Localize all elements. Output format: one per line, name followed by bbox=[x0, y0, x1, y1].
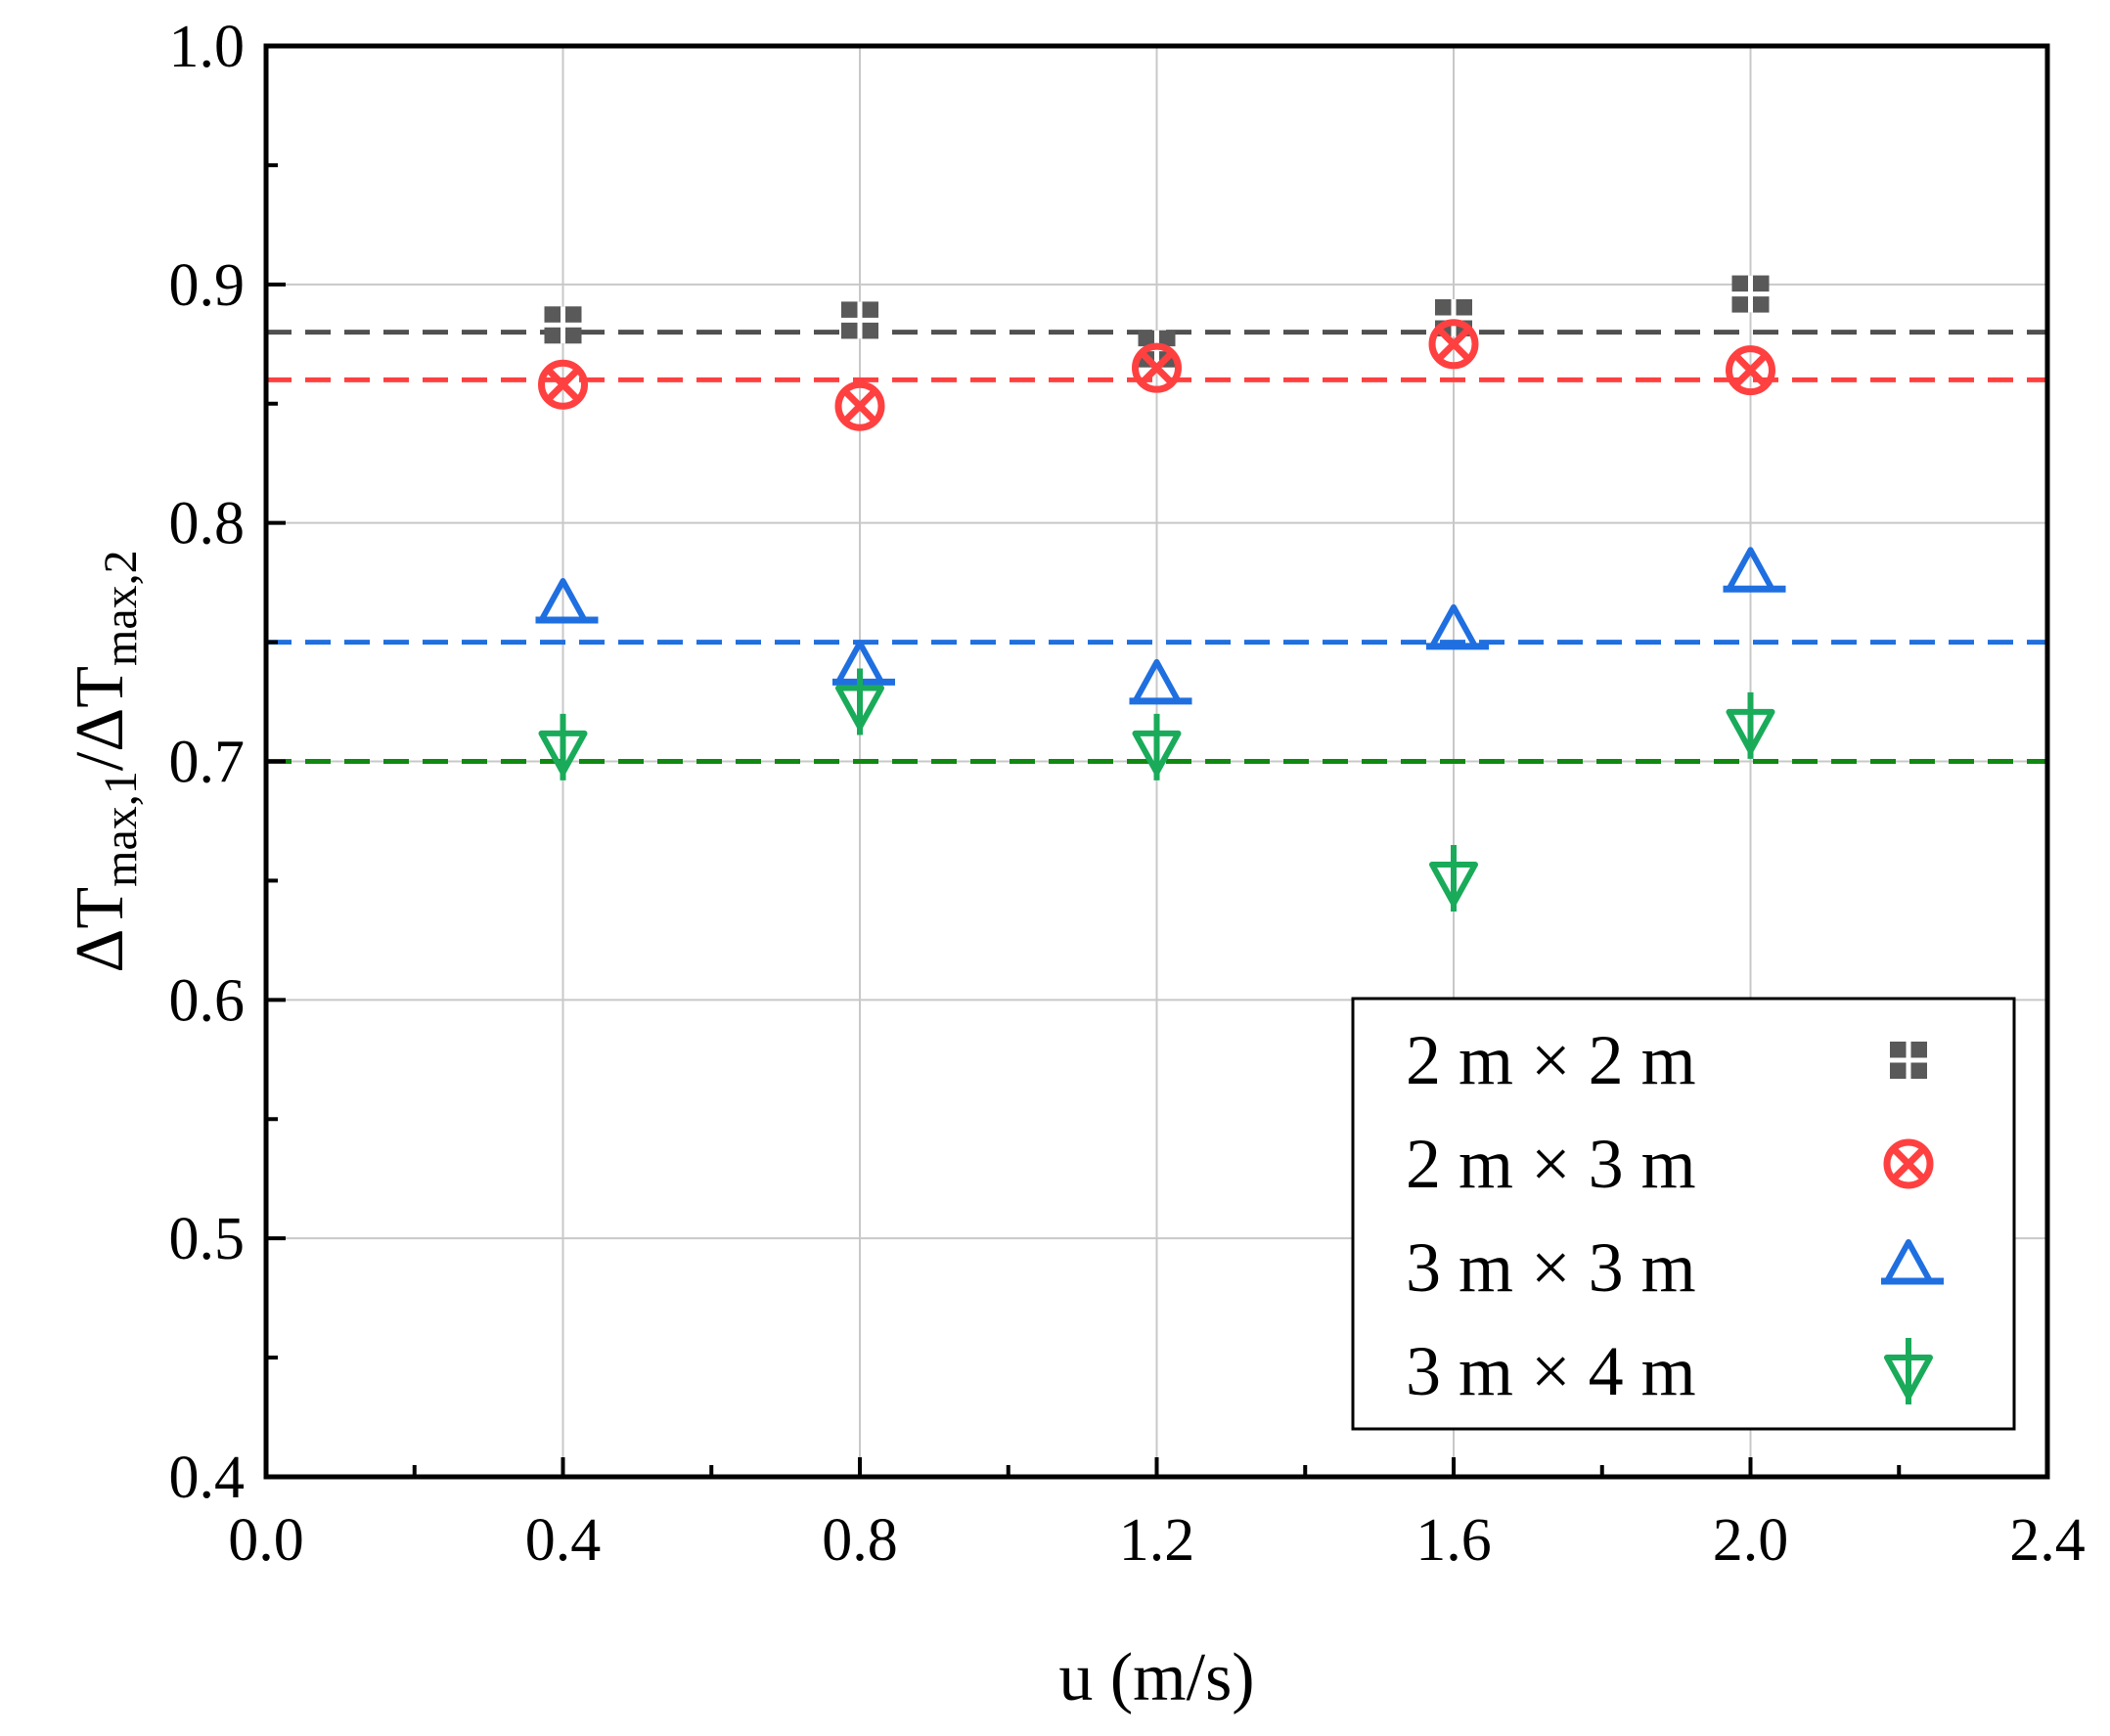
data-point bbox=[1132, 342, 1182, 393]
data-point bbox=[1429, 844, 1478, 912]
x-tick-label: 1.2 bbox=[1119, 1507, 1195, 1574]
data-point bbox=[1428, 319, 1479, 370]
y-tick-label: 0.8 bbox=[169, 491, 246, 557]
y-title-sub-1: max,1 bbox=[95, 771, 147, 887]
series-3 bbox=[535, 547, 1786, 705]
data-point bbox=[1726, 691, 1775, 759]
y-tick-label: 0.7 bbox=[169, 730, 246, 796]
data-point bbox=[1426, 603, 1489, 650]
marker-cross bbox=[545, 366, 581, 403]
x-tick-label: 0.8 bbox=[822, 1507, 898, 1574]
legend-marker bbox=[1881, 1239, 1944, 1285]
data-point bbox=[535, 578, 599, 624]
legend-item: 3 m × 3 m bbox=[1406, 1228, 1944, 1307]
x-tick-label: 2.4 bbox=[2009, 1507, 2086, 1574]
legend-marker bbox=[1884, 1338, 1933, 1404]
marker-body bbox=[1726, 345, 1775, 396]
data-point bbox=[538, 359, 588, 410]
y-title-sub-2: max,2 bbox=[95, 550, 147, 666]
data-point bbox=[1726, 345, 1775, 396]
data-point bbox=[1723, 547, 1786, 593]
marker-cross bbox=[1139, 349, 1175, 386]
data-point bbox=[834, 380, 885, 431]
marker-cross bbox=[1890, 1145, 1927, 1182]
y-tick-label: 0.9 bbox=[169, 252, 246, 319]
marker-cross bbox=[1435, 326, 1472, 363]
data-point bbox=[1132, 713, 1182, 780]
y-title-slash: / bbox=[63, 751, 138, 771]
data-point bbox=[841, 301, 878, 339]
x-tick-label: 1.6 bbox=[1415, 1507, 1492, 1574]
marker-body bbox=[1428, 319, 1479, 370]
legend-label: 2 m × 3 m bbox=[1406, 1125, 1696, 1203]
axis-ticks bbox=[264, 44, 2049, 1479]
series-2 bbox=[538, 319, 1775, 431]
legend-item: 3 m × 4 m bbox=[1406, 1332, 1933, 1410]
marker-cross bbox=[1732, 352, 1769, 389]
legend-marker bbox=[1890, 1042, 1927, 1079]
data-point bbox=[1129, 658, 1192, 705]
legend: 2 m × 2 m 2 m × 3 m 3 m × 3 m 3 m × 4 m bbox=[1351, 997, 2016, 1431]
marker-cross bbox=[841, 387, 878, 424]
y-tick-label: 1.0 bbox=[169, 14, 246, 80]
data-points bbox=[535, 275, 1786, 912]
y-title-part-2: ΔT bbox=[63, 666, 138, 752]
data-point bbox=[538, 713, 588, 780]
x-tick-label: 2.0 bbox=[1713, 1507, 1789, 1574]
x-tick-label: 0.0 bbox=[228, 1507, 304, 1574]
legend-label: 2 m × 2 m bbox=[1406, 1021, 1696, 1099]
marker-body bbox=[1883, 1138, 1934, 1189]
legend-marker bbox=[1883, 1138, 1934, 1189]
y-axis-title: ΔTmax,1/ΔTmax,2 bbox=[63, 550, 147, 972]
marker-body bbox=[1132, 342, 1182, 393]
legend-item: 2 m × 3 m bbox=[1406, 1125, 1934, 1203]
data-point bbox=[835, 668, 884, 735]
data-point bbox=[1731, 275, 1770, 313]
legend-item: 2 m × 2 m bbox=[1406, 1021, 1927, 1099]
data-point bbox=[832, 640, 895, 686]
marker-body bbox=[834, 380, 885, 431]
y-tick-label: 0.6 bbox=[169, 967, 246, 1034]
series-4 bbox=[538, 668, 1775, 912]
legend-label: 3 m × 4 m bbox=[1406, 1332, 1696, 1410]
y-tick-label: 0.4 bbox=[169, 1445, 246, 1511]
x-tick-label: 0.4 bbox=[525, 1507, 602, 1574]
legend-label: 3 m × 3 m bbox=[1406, 1228, 1696, 1307]
y-tick-label: 0.5 bbox=[169, 1206, 246, 1272]
x-axis-title: u (m/s) bbox=[1058, 1640, 1254, 1715]
data-point bbox=[544, 306, 582, 344]
marker-body bbox=[538, 359, 588, 410]
tick-labels: 0.0 0.4 0.8 1.2 1.6 2.0 2.40.40.50.60.70.80.91… bbox=[169, 14, 2086, 1574]
y-title-part-1: ΔT bbox=[63, 887, 138, 973]
